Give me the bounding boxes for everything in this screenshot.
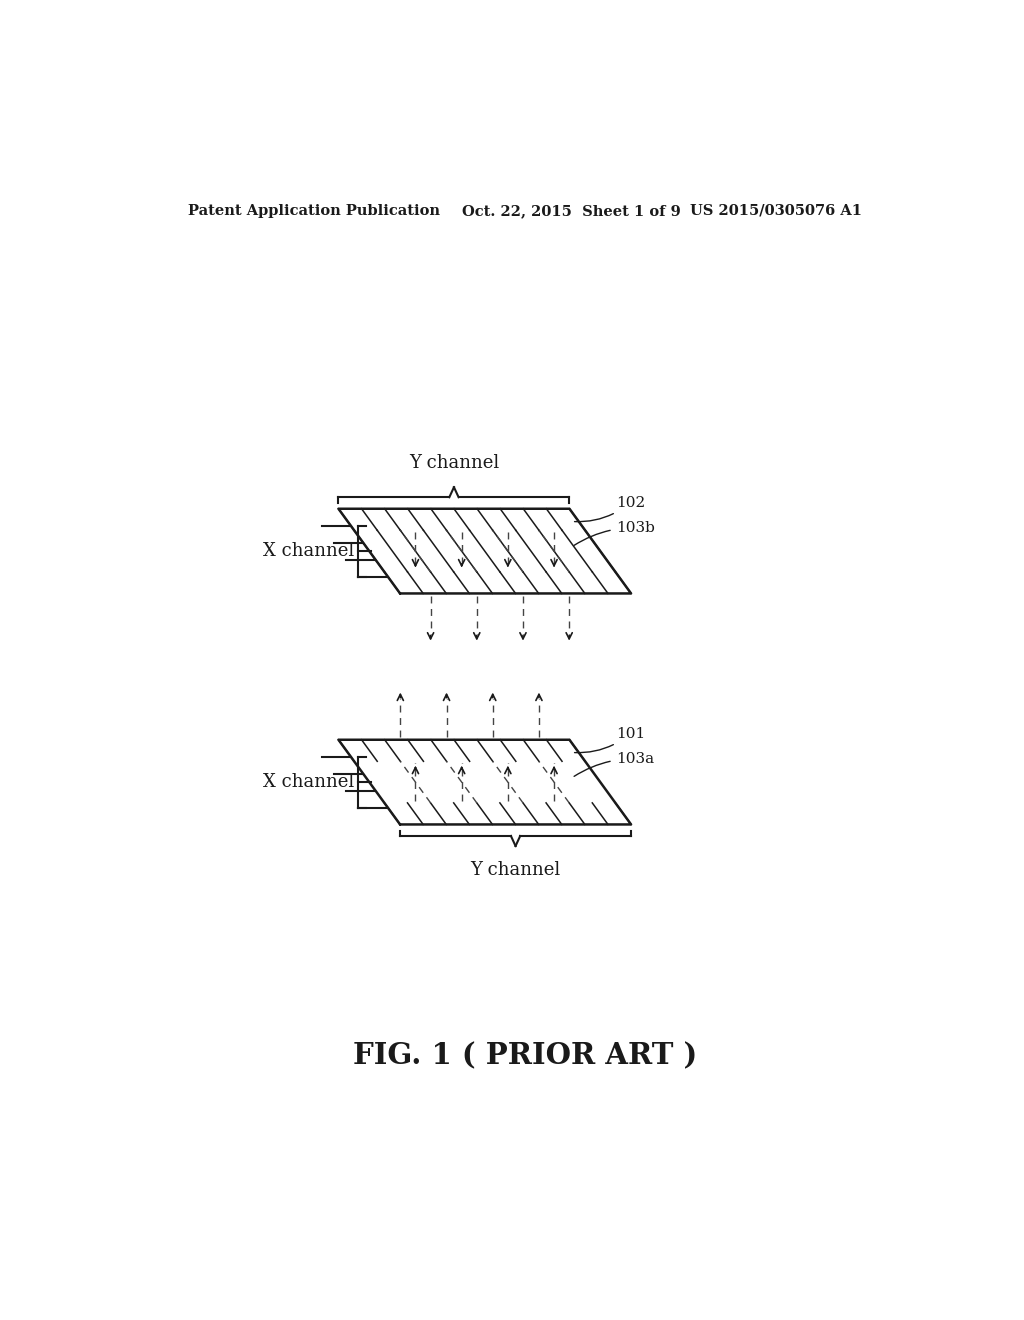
Text: FIG. 1 ( PRIOR ART ): FIG. 1 ( PRIOR ART ) xyxy=(352,1041,697,1071)
Text: Oct. 22, 2015  Sheet 1 of 9: Oct. 22, 2015 Sheet 1 of 9 xyxy=(462,203,680,218)
Text: 103a: 103a xyxy=(574,751,653,776)
Text: US 2015/0305076 A1: US 2015/0305076 A1 xyxy=(690,203,862,218)
Text: 103b: 103b xyxy=(574,520,654,545)
Text: X channel: X channel xyxy=(263,543,354,560)
Text: Patent Application Publication: Patent Application Publication xyxy=(188,203,440,218)
Text: 102: 102 xyxy=(574,495,645,521)
Text: 101: 101 xyxy=(574,726,645,752)
Text: Y channel: Y channel xyxy=(470,862,561,879)
Text: Y channel: Y channel xyxy=(409,454,499,471)
Text: X channel: X channel xyxy=(263,774,354,791)
